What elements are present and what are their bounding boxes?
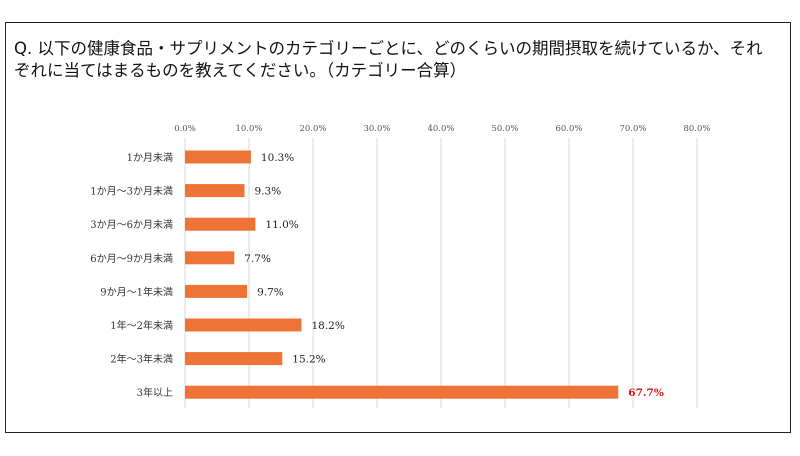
category-label: 1か月～3か月未満 bbox=[90, 186, 173, 198]
category-label: 3か月～6か月未満 bbox=[90, 219, 173, 231]
value-label: 10.3% bbox=[261, 152, 294, 164]
bar bbox=[185, 284, 248, 298]
x-tick-label: 70.0% bbox=[619, 124, 646, 134]
value-label: 7.7% bbox=[244, 253, 271, 265]
value-label: 9.7% bbox=[257, 286, 284, 298]
x-tick-label: 50.0% bbox=[491, 124, 518, 134]
bar bbox=[185, 318, 302, 332]
value-label: 15.2% bbox=[292, 354, 325, 366]
x-tick-label: 10.0% bbox=[235, 124, 262, 134]
category-label: 2年～3年未満 bbox=[110, 353, 173, 366]
x-tick-label: 40.0% bbox=[427, 124, 454, 134]
bar bbox=[185, 217, 256, 231]
x-tick-label: 0.0% bbox=[174, 124, 196, 134]
bar bbox=[185, 385, 619, 399]
x-tick-label: 60.0% bbox=[555, 124, 582, 134]
bar bbox=[185, 352, 283, 366]
question-text: Q. 以下の健康食品・サプリメントのカテゴリーごとに、どのくらいの期間摂取を続け… bbox=[14, 39, 763, 80]
category-label: 3年以上 bbox=[137, 386, 173, 399]
x-tick-label: 80.0% bbox=[683, 124, 710, 134]
bar bbox=[185, 251, 235, 265]
chart-frame bbox=[5, 22, 791, 433]
value-label: 9.3% bbox=[255, 186, 282, 198]
value-label: 18.2% bbox=[311, 320, 344, 332]
bar bbox=[185, 150, 251, 164]
category-label: 1年～2年未満 bbox=[110, 319, 173, 332]
bar bbox=[185, 184, 245, 198]
category-label: 1か月未満 bbox=[127, 152, 173, 164]
x-tick-label: 30.0% bbox=[363, 124, 390, 134]
category-label: 6か月～9か月未満 bbox=[90, 253, 173, 265]
value-label-highlight: 67.7% bbox=[628, 387, 664, 399]
x-tick-label: 20.0% bbox=[299, 124, 326, 134]
category-label: 9か月～1年未満 bbox=[100, 285, 173, 298]
value-label: 11.0% bbox=[265, 219, 298, 231]
